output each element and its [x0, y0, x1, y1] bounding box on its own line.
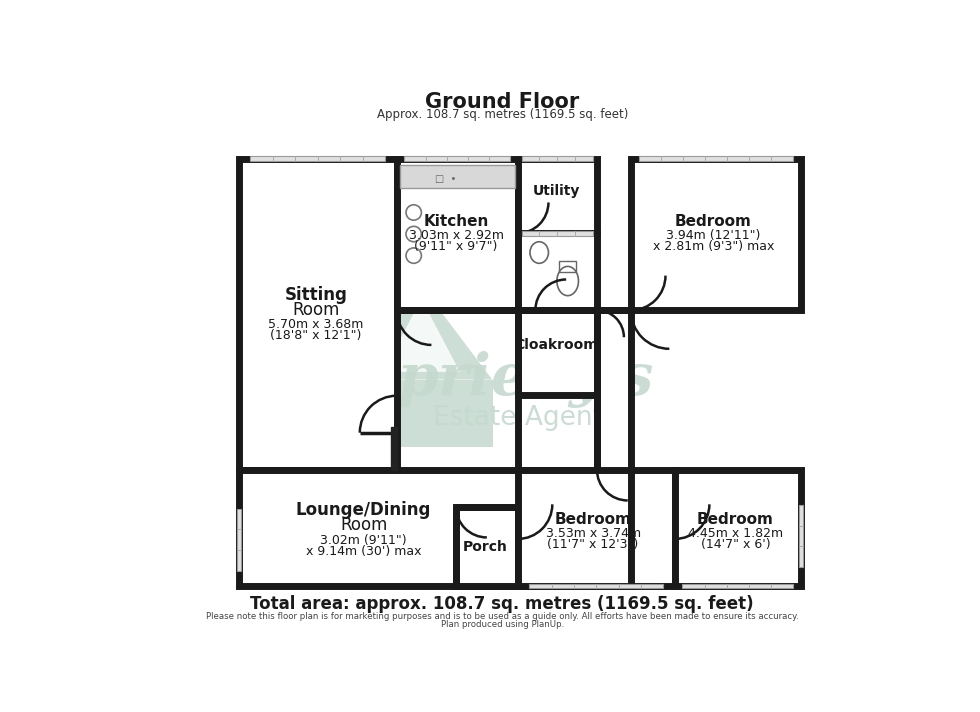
Bar: [529, 584, 663, 588]
Text: (14'7" x 6'): (14'7" x 6'): [701, 538, 770, 551]
Bar: [456, 507, 517, 586]
Text: 3.03m x 2.92m: 3.03m x 2.92m: [409, 229, 504, 242]
Text: Bedroom: Bedroom: [675, 214, 752, 229]
Text: (18'8" x 12'1"): (18'8" x 12'1"): [270, 329, 362, 342]
Text: Utility: Utility: [532, 184, 580, 198]
Text: (9'11" x 9'7"): (9'11" x 9'7"): [415, 240, 498, 253]
Text: Room: Room: [340, 516, 387, 534]
Text: Kitchen: Kitchen: [423, 214, 489, 229]
Bar: [517, 310, 597, 395]
Text: Ground Floor: Ground Floor: [425, 93, 579, 112]
Text: 4.45m x 1.82m: 4.45m x 1.82m: [688, 527, 783, 540]
Text: 3.02m (9'11"): 3.02m (9'11"): [320, 533, 407, 547]
Text: Approx. 108.7 sq. metres (1169.5 sq. feet): Approx. 108.7 sq. metres (1169.5 sq. fee…: [376, 108, 628, 121]
Text: Cloakroom: Cloakroom: [514, 338, 598, 352]
Bar: [351, 379, 493, 448]
Bar: [236, 509, 241, 570]
Bar: [517, 159, 597, 234]
Text: Lounge/Dining: Lounge/Dining: [296, 501, 431, 520]
Bar: [405, 156, 510, 161]
Text: x 2.81m (9'3") max: x 2.81m (9'3") max: [653, 240, 774, 253]
Text: Room: Room: [292, 300, 340, 319]
Bar: [560, 261, 576, 272]
Text: 5.70m x 3.68m: 5.70m x 3.68m: [269, 318, 364, 331]
Text: Sitting: Sitting: [284, 286, 347, 304]
Bar: [674, 470, 801, 586]
Bar: [391, 427, 397, 470]
Text: (11'7" x 12'3"): (11'7" x 12'3"): [548, 538, 639, 551]
Bar: [239, 159, 397, 470]
Bar: [521, 231, 593, 236]
Text: Please note this floor plan is for marketing purposes and is to be used as a gui: Please note this floor plan is for marke…: [206, 612, 799, 622]
Text: 3.53m x 3.74m: 3.53m x 3.74m: [546, 527, 641, 540]
Bar: [517, 470, 674, 586]
Bar: [631, 159, 801, 310]
Text: Bedroom: Bedroom: [555, 512, 631, 527]
Bar: [682, 584, 794, 588]
Bar: [521, 156, 593, 161]
Bar: [799, 505, 804, 567]
Bar: [239, 470, 631, 586]
Bar: [639, 156, 794, 161]
Bar: [400, 164, 514, 188]
Text: Estate Agents: Estate Agents: [433, 405, 617, 431]
Polygon shape: [383, 299, 460, 372]
Text: Porch: Porch: [463, 540, 508, 555]
Text: □  •: □ •: [435, 174, 457, 184]
Text: Plan produced using PlanUp.: Plan produced using PlanUp.: [441, 620, 564, 629]
Text: prieby's: prieby's: [397, 351, 654, 408]
Polygon shape: [351, 286, 492, 379]
Text: Bedroom: Bedroom: [697, 512, 774, 527]
Bar: [517, 234, 597, 310]
Text: x 9.14m (30') max: x 9.14m (30') max: [306, 545, 421, 557]
Text: 3.94m (12'11"): 3.94m (12'11"): [666, 229, 760, 242]
Text: Total area: approx. 108.7 sq. metres (1169.5 sq. feet): Total area: approx. 108.7 sq. metres (11…: [251, 595, 754, 614]
Bar: [251, 156, 385, 161]
Bar: [597, 310, 631, 586]
Bar: [397, 159, 517, 310]
